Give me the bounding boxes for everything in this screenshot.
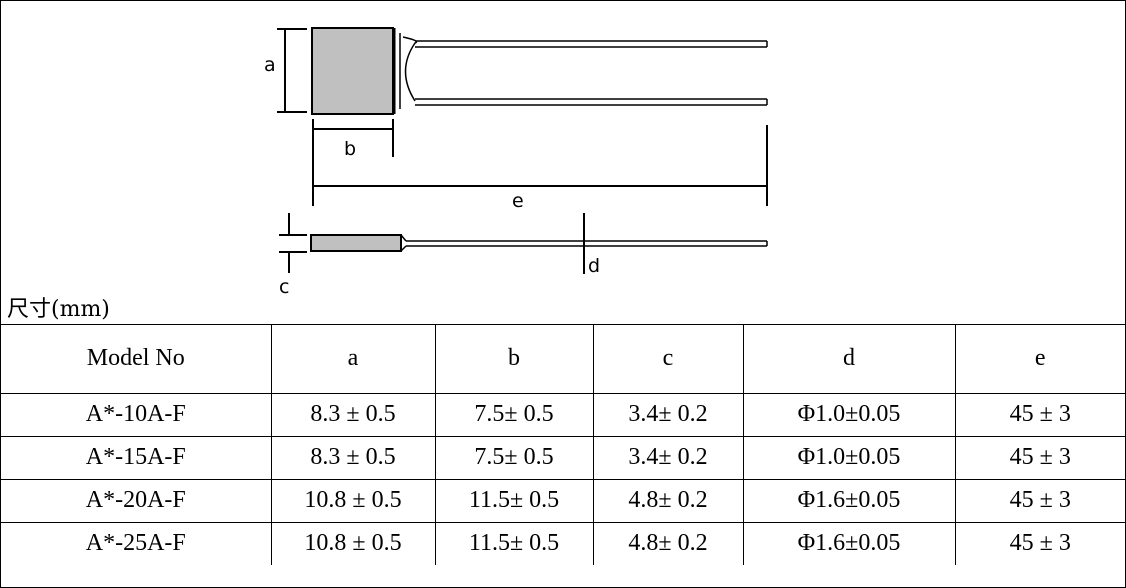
side-lead-taper-bottom xyxy=(400,245,407,252)
dim-label-c: c xyxy=(279,276,289,298)
spec-table: Model No a b c d e A*-10A-F 8.3 ± 0.5 7.… xyxy=(1,325,1125,565)
cell-c: 3.4± 0.2 xyxy=(592,392,744,437)
table-row: A*-20A-F 10.8 ± 0.5 11.5± 0.5 4.8± 0.2 Φ… xyxy=(1,478,1125,523)
header-e: e xyxy=(954,325,1125,394)
cell-a: 10.8 ± 0.5 xyxy=(270,478,436,523)
cell-e: 45 ± 3 xyxy=(954,392,1125,437)
cell-model: A*-10A-F xyxy=(1,392,272,437)
dim-label-b: b xyxy=(344,138,356,160)
cell-c: 4.8± 0.2 xyxy=(592,478,744,523)
cell-model: A*-25A-F xyxy=(1,521,272,565)
header-c: c xyxy=(592,325,744,394)
cell-b: 7.5± 0.5 xyxy=(434,435,594,480)
table-row: A*-10A-F 8.3 ± 0.5 7.5± 0.5 3.4± 0.2 Φ1.… xyxy=(1,392,1125,437)
cell-a: 8.3 ± 0.5 xyxy=(270,392,436,437)
table-row: A*-15A-F 8.3 ± 0.5 7.5± 0.5 3.4± 0.2 Φ1.… xyxy=(1,435,1125,480)
cell-a: 8.3 ± 0.5 xyxy=(270,435,436,480)
cell-b: 7.5± 0.5 xyxy=(434,392,594,437)
header-b: b xyxy=(434,325,594,394)
header-d: d xyxy=(742,325,956,394)
cell-c: 4.8± 0.2 xyxy=(592,521,744,565)
dim-label-a: a xyxy=(264,54,276,76)
cell-model: A*-20A-F xyxy=(1,478,272,523)
component-drawing: a b e xyxy=(264,27,768,298)
cell-d: Φ1.0±0.05 xyxy=(742,435,956,480)
dim-label-e: e xyxy=(512,190,524,212)
cell-a: 10.8 ± 0.5 xyxy=(270,521,436,565)
cell-model: A*-15A-F xyxy=(1,435,272,480)
header-model-no: Model No xyxy=(1,325,272,394)
cell-b: 11.5± 0.5 xyxy=(434,478,594,523)
header-a: a xyxy=(270,325,436,394)
component-body-side-view xyxy=(310,234,402,252)
cell-e: 45 ± 3 xyxy=(954,435,1125,480)
cell-d: Φ1.0±0.05 xyxy=(742,392,956,437)
cell-d: Φ1.6±0.05 xyxy=(742,478,956,523)
dimension-diagram: a b e xyxy=(1,1,1125,325)
table-header-row: Model No a b c d e xyxy=(1,325,1125,394)
table-row: A*-25A-F 10.8 ± 0.5 11.5± 0.5 4.8± 0.2 Φ… xyxy=(1,521,1125,565)
cell-d: Φ1.6±0.05 xyxy=(742,521,956,565)
side-lead-taper-top xyxy=(400,234,407,242)
cell-b: 11.5± 0.5 xyxy=(434,521,594,565)
cell-c: 3.4± 0.2 xyxy=(592,435,744,480)
unit-label: 尺寸(mm) xyxy=(7,297,110,322)
cell-e: 45 ± 3 xyxy=(954,521,1125,565)
lead-bend xyxy=(402,36,418,102)
component-body-top-view xyxy=(311,27,394,115)
dim-label-d: d xyxy=(588,255,600,277)
cell-e: 45 ± 3 xyxy=(954,478,1125,523)
